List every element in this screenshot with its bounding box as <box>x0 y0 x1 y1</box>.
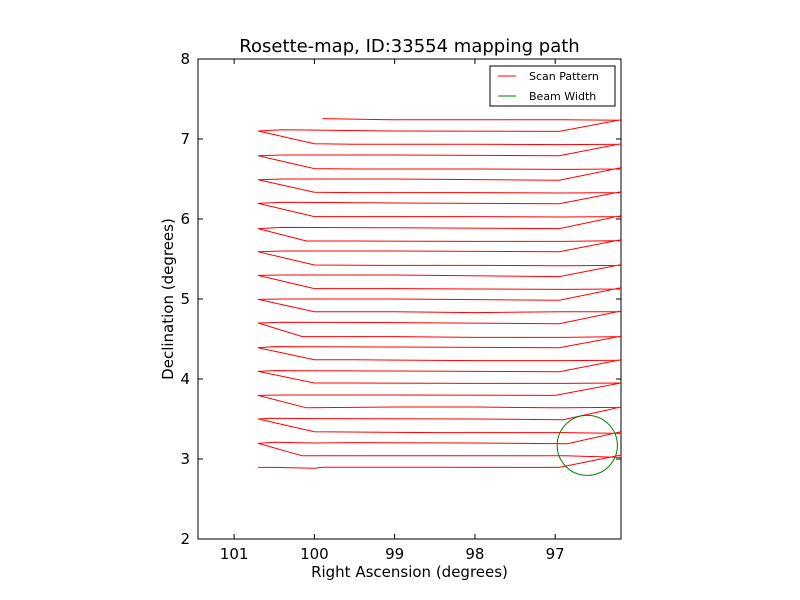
legend: Scan Pattern Beam Width <box>489 65 616 107</box>
y-tick-label: 2 <box>180 530 190 548</box>
beam-width-circle <box>556 414 618 476</box>
y-tick-label: 8 <box>180 50 190 68</box>
x-tick-label: 98 <box>465 545 484 563</box>
chart-title: Rosette-map, ID:33554 mapping path <box>239 36 579 57</box>
x-axis: 101 100 99 98 97 <box>220 59 565 563</box>
y-axis-label: Declination (degrees) <box>159 218 177 380</box>
x-tick-label: 99 <box>385 545 404 563</box>
series-layer <box>257 118 621 476</box>
y-tick-label: 5 <box>180 290 190 308</box>
legend-label: Beam Width <box>529 90 596 103</box>
legend-box <box>489 65 616 107</box>
scan-pattern-line <box>257 118 621 469</box>
plot-area: 101 100 99 98 97 2 3 4 5 6 7 8 Scan Pattern Beam Wi… <box>180 50 622 563</box>
x-tick-label: 100 <box>300 545 329 563</box>
y-tick-label: 7 <box>180 130 190 148</box>
y-tick-label: 6 <box>180 210 190 228</box>
x-tick-label: 101 <box>220 545 249 563</box>
y-axis: 2 3 4 5 6 7 8 <box>180 50 621 548</box>
x-tick-label: 97 <box>546 545 565 563</box>
legend-label: Scan Pattern <box>529 70 599 83</box>
y-tick-label: 3 <box>180 450 190 468</box>
y-tick-label: 4 <box>180 370 190 388</box>
x-axis-label: Right Ascension (degrees) <box>311 563 508 581</box>
